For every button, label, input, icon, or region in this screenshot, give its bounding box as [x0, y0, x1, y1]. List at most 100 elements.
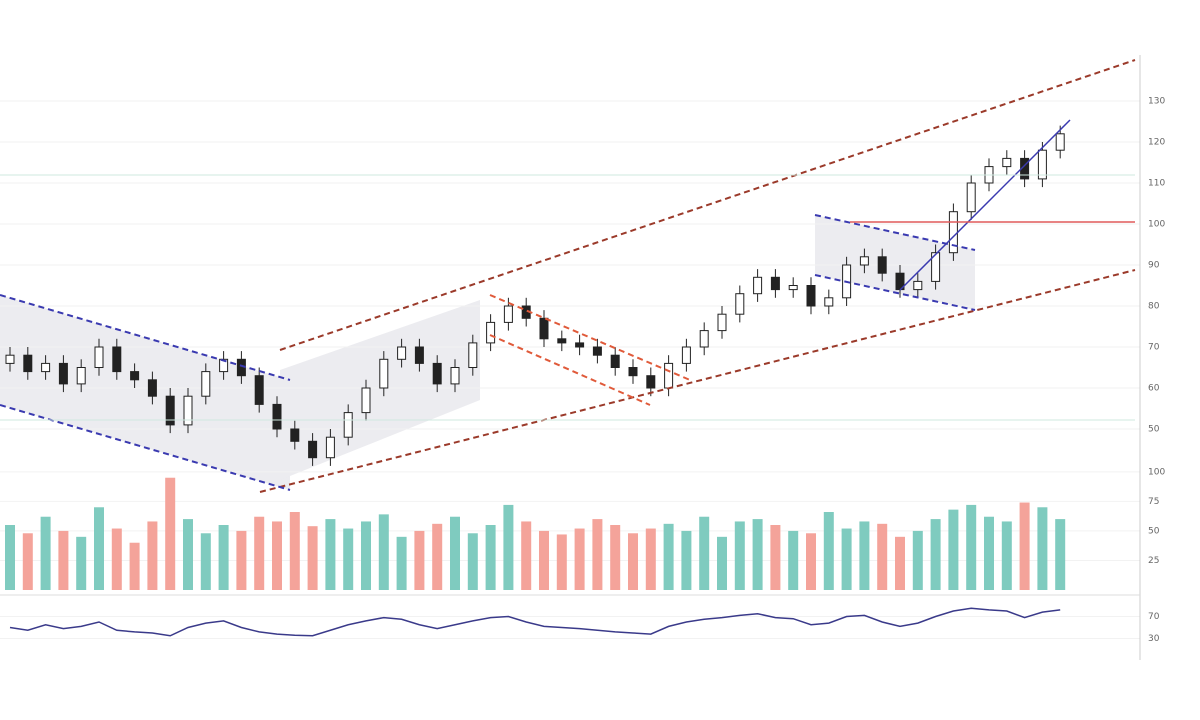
candle-body [699, 330, 709, 348]
volume-bar [912, 530, 923, 590]
volume-bar [254, 516, 265, 590]
volume-bar [22, 533, 33, 590]
volume-bar [717, 536, 727, 590]
volume-bar [1019, 502, 1030, 590]
candle-body [183, 395, 193, 426]
volume-bar [396, 536, 407, 590]
trend-line [489, 334, 651, 406]
trend-line [814, 214, 976, 251]
volume-bar [681, 530, 692, 590]
volume-bar [788, 530, 799, 590]
y-tick-label: 120 [1148, 138, 1165, 148]
volume-bar [806, 533, 816, 590]
volume-bar [877, 523, 888, 590]
candle-body [575, 342, 585, 348]
support-line [899, 119, 1071, 291]
y-tick-label: 50 [1148, 425, 1160, 435]
volume-bar [467, 533, 478, 590]
trend-lines [0, 59, 1136, 493]
candle-body [290, 428, 300, 442]
y-tick-label: 100 [1148, 220, 1165, 230]
candle-body [94, 346, 104, 368]
volume-bar [663, 523, 674, 590]
volume-bar [58, 530, 69, 590]
volume-bar [592, 519, 603, 590]
candle-body [112, 346, 122, 373]
volume-bar [272, 521, 282, 590]
candle-body [664, 362, 674, 389]
candle-body [913, 280, 923, 291]
candle-body [628, 367, 638, 377]
y-tick-label: 70 [1148, 343, 1160, 353]
candle-body [468, 342, 478, 368]
candle-body [539, 317, 549, 340]
volume-bar [111, 528, 122, 590]
volume-bar [325, 519, 336, 590]
y-tick-label: 60 [1148, 384, 1160, 394]
candle-body [859, 256, 869, 266]
y-tick-label: 80 [1148, 302, 1160, 312]
volume-bar [218, 525, 229, 590]
y-tick-label: 90 [1148, 261, 1160, 271]
candle-body [147, 379, 157, 397]
candle-body [325, 436, 335, 459]
candle-body [557, 338, 567, 344]
volume-bar [5, 525, 15, 590]
candle-body [450, 367, 460, 385]
candle-body [1002, 157, 1012, 168]
candle-body [397, 346, 407, 360]
y-tick-label: 75 [1148, 497, 1159, 507]
y-tick-label: 70 [1148, 612, 1160, 622]
candle-body [219, 358, 229, 373]
volume-bar [610, 525, 621, 590]
volume-bar [76, 536, 87, 590]
trend-line [259, 269, 1136, 493]
volume-bar [895, 536, 905, 590]
volume-bar [289, 512, 300, 590]
volume-bar [485, 525, 496, 590]
volume-bar [1055, 519, 1066, 590]
candle-body [379, 358, 389, 389]
candle-body [735, 293, 745, 315]
volume-bar [539, 530, 549, 590]
volume-bar [1001, 521, 1012, 590]
volume-bar [414, 530, 425, 590]
candle-body [1055, 133, 1065, 151]
indicator-line [9, 607, 1061, 637]
volume-bar [841, 528, 852, 590]
candle-body [272, 403, 282, 430]
trend-line [814, 274, 976, 311]
candle-body [361, 387, 371, 414]
volume-bar [823, 512, 834, 590]
candle-body [23, 354, 33, 373]
volume-bar [450, 516, 460, 590]
volume-bar [556, 534, 567, 590]
volume-bar [645, 528, 656, 590]
candle-body [343, 412, 353, 438]
channel-area [815, 215, 975, 310]
y-tick-label: 30 [1148, 634, 1160, 644]
marks [5, 125, 1066, 637]
volume-bar [343, 528, 354, 590]
candle-body [76, 367, 86, 385]
candle-body [201, 371, 211, 397]
volume-bar [183, 519, 193, 590]
volume-bar [574, 528, 585, 590]
trend-line [0, 294, 291, 381]
candle-body [41, 362, 51, 373]
candle-body [824, 297, 834, 307]
trend-line [279, 59, 1136, 351]
candle-body [5, 354, 15, 364]
volume-bar [752, 519, 763, 590]
volume-bar [361, 521, 371, 590]
candle-body [770, 276, 780, 291]
volume-bar [94, 507, 104, 590]
candle-body [806, 285, 816, 307]
volume-bar [734, 521, 745, 590]
candle-body [646, 375, 656, 389]
candle-body [165, 395, 175, 426]
volume-bar [521, 521, 532, 590]
volume-bar [930, 519, 941, 590]
candle-body [592, 346, 602, 356]
